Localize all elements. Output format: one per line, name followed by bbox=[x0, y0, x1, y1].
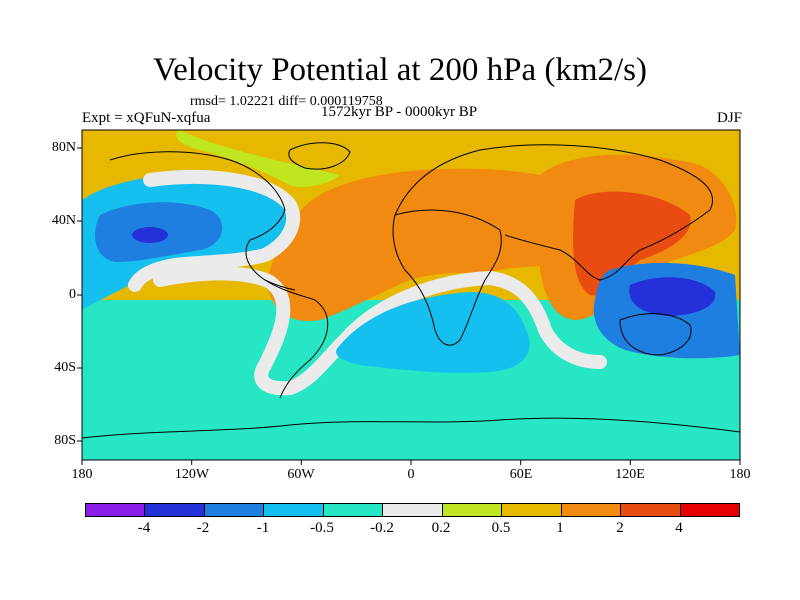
colorbar-swatch bbox=[501, 504, 561, 516]
lat-label-80s: 80S bbox=[54, 433, 76, 448]
greenland-coast bbox=[288, 142, 351, 170]
north-pacific-min bbox=[132, 227, 168, 243]
lon-label-120e: 120E bbox=[615, 467, 645, 482]
colorbar-label: 1 bbox=[556, 520, 564, 536]
colorbar-label: 0.5 bbox=[491, 520, 511, 536]
coastlines bbox=[82, 142, 740, 439]
experiment-label: Expt = xQFuN-xqfua bbox=[82, 110, 211, 126]
colorbar-label: -2 bbox=[196, 520, 210, 536]
africa-coast bbox=[392, 209, 502, 346]
season-label: DJF bbox=[716, 110, 742, 126]
asia-red-core bbox=[573, 191, 691, 296]
colorbar-swatch bbox=[382, 504, 442, 516]
colorbar-swatch bbox=[144, 504, 204, 516]
lon-label-180w: 180 bbox=[71, 467, 93, 482]
arctic-green bbox=[176, 130, 340, 187]
colorbar-swatch bbox=[560, 504, 621, 516]
eurasia-coast bbox=[394, 144, 713, 281]
colorbar-label: 2 bbox=[616, 520, 624, 536]
colorbar-swatch bbox=[322, 504, 383, 516]
lat-label-0: 0 bbox=[69, 287, 76, 302]
lon-label-180e: 180 bbox=[729, 467, 751, 482]
colorbar-label: -0.5 bbox=[310, 520, 334, 536]
colorbar bbox=[85, 503, 740, 517]
stats-label: rmsd= 1.02221 diff= 0.000119758 bbox=[190, 94, 383, 109]
colorbar-swatch bbox=[679, 504, 739, 516]
south-america-coast bbox=[264, 279, 329, 399]
colorbar-label: -0.2 bbox=[370, 520, 394, 536]
lat-label-40s: 40S bbox=[54, 360, 76, 375]
lat-label-80n: 80N bbox=[51, 140, 76, 155]
australia-coast bbox=[619, 313, 692, 356]
colorbar-swatch bbox=[203, 504, 264, 516]
indian-ocean-blue bbox=[423, 295, 502, 356]
lon-label-120w: 120W bbox=[174, 467, 210, 482]
antarctica-coast bbox=[82, 417, 740, 439]
maritime-continent-min bbox=[629, 277, 716, 316]
lon-label-60e: 60E bbox=[509, 467, 533, 482]
colorbar-swatch bbox=[86, 504, 145, 516]
period-label: 1572kyr BP - 0000kyr BP bbox=[321, 104, 478, 120]
lon-label-60w: 60W bbox=[287, 467, 315, 482]
velocity-field bbox=[82, 130, 740, 460]
colorbar-label: -4 bbox=[137, 520, 151, 536]
axis-ticks bbox=[77, 147, 741, 465]
colorbar-label: -1 bbox=[256, 520, 270, 536]
colorbar-swatch bbox=[441, 504, 502, 516]
colorbar-swatch bbox=[263, 504, 323, 516]
colorbar-label: 4 bbox=[675, 520, 683, 536]
lat-label-40n: 40N bbox=[51, 213, 76, 228]
colorbar-label: 0.2 bbox=[431, 520, 451, 536]
colorbar-swatch bbox=[620, 504, 680, 516]
lon-label-0: 0 bbox=[407, 467, 415, 482]
atlantic-africa-orange bbox=[268, 168, 560, 321]
map-title: Velocity Potential at 200 hPa (km2/s) bbox=[152, 52, 648, 88]
